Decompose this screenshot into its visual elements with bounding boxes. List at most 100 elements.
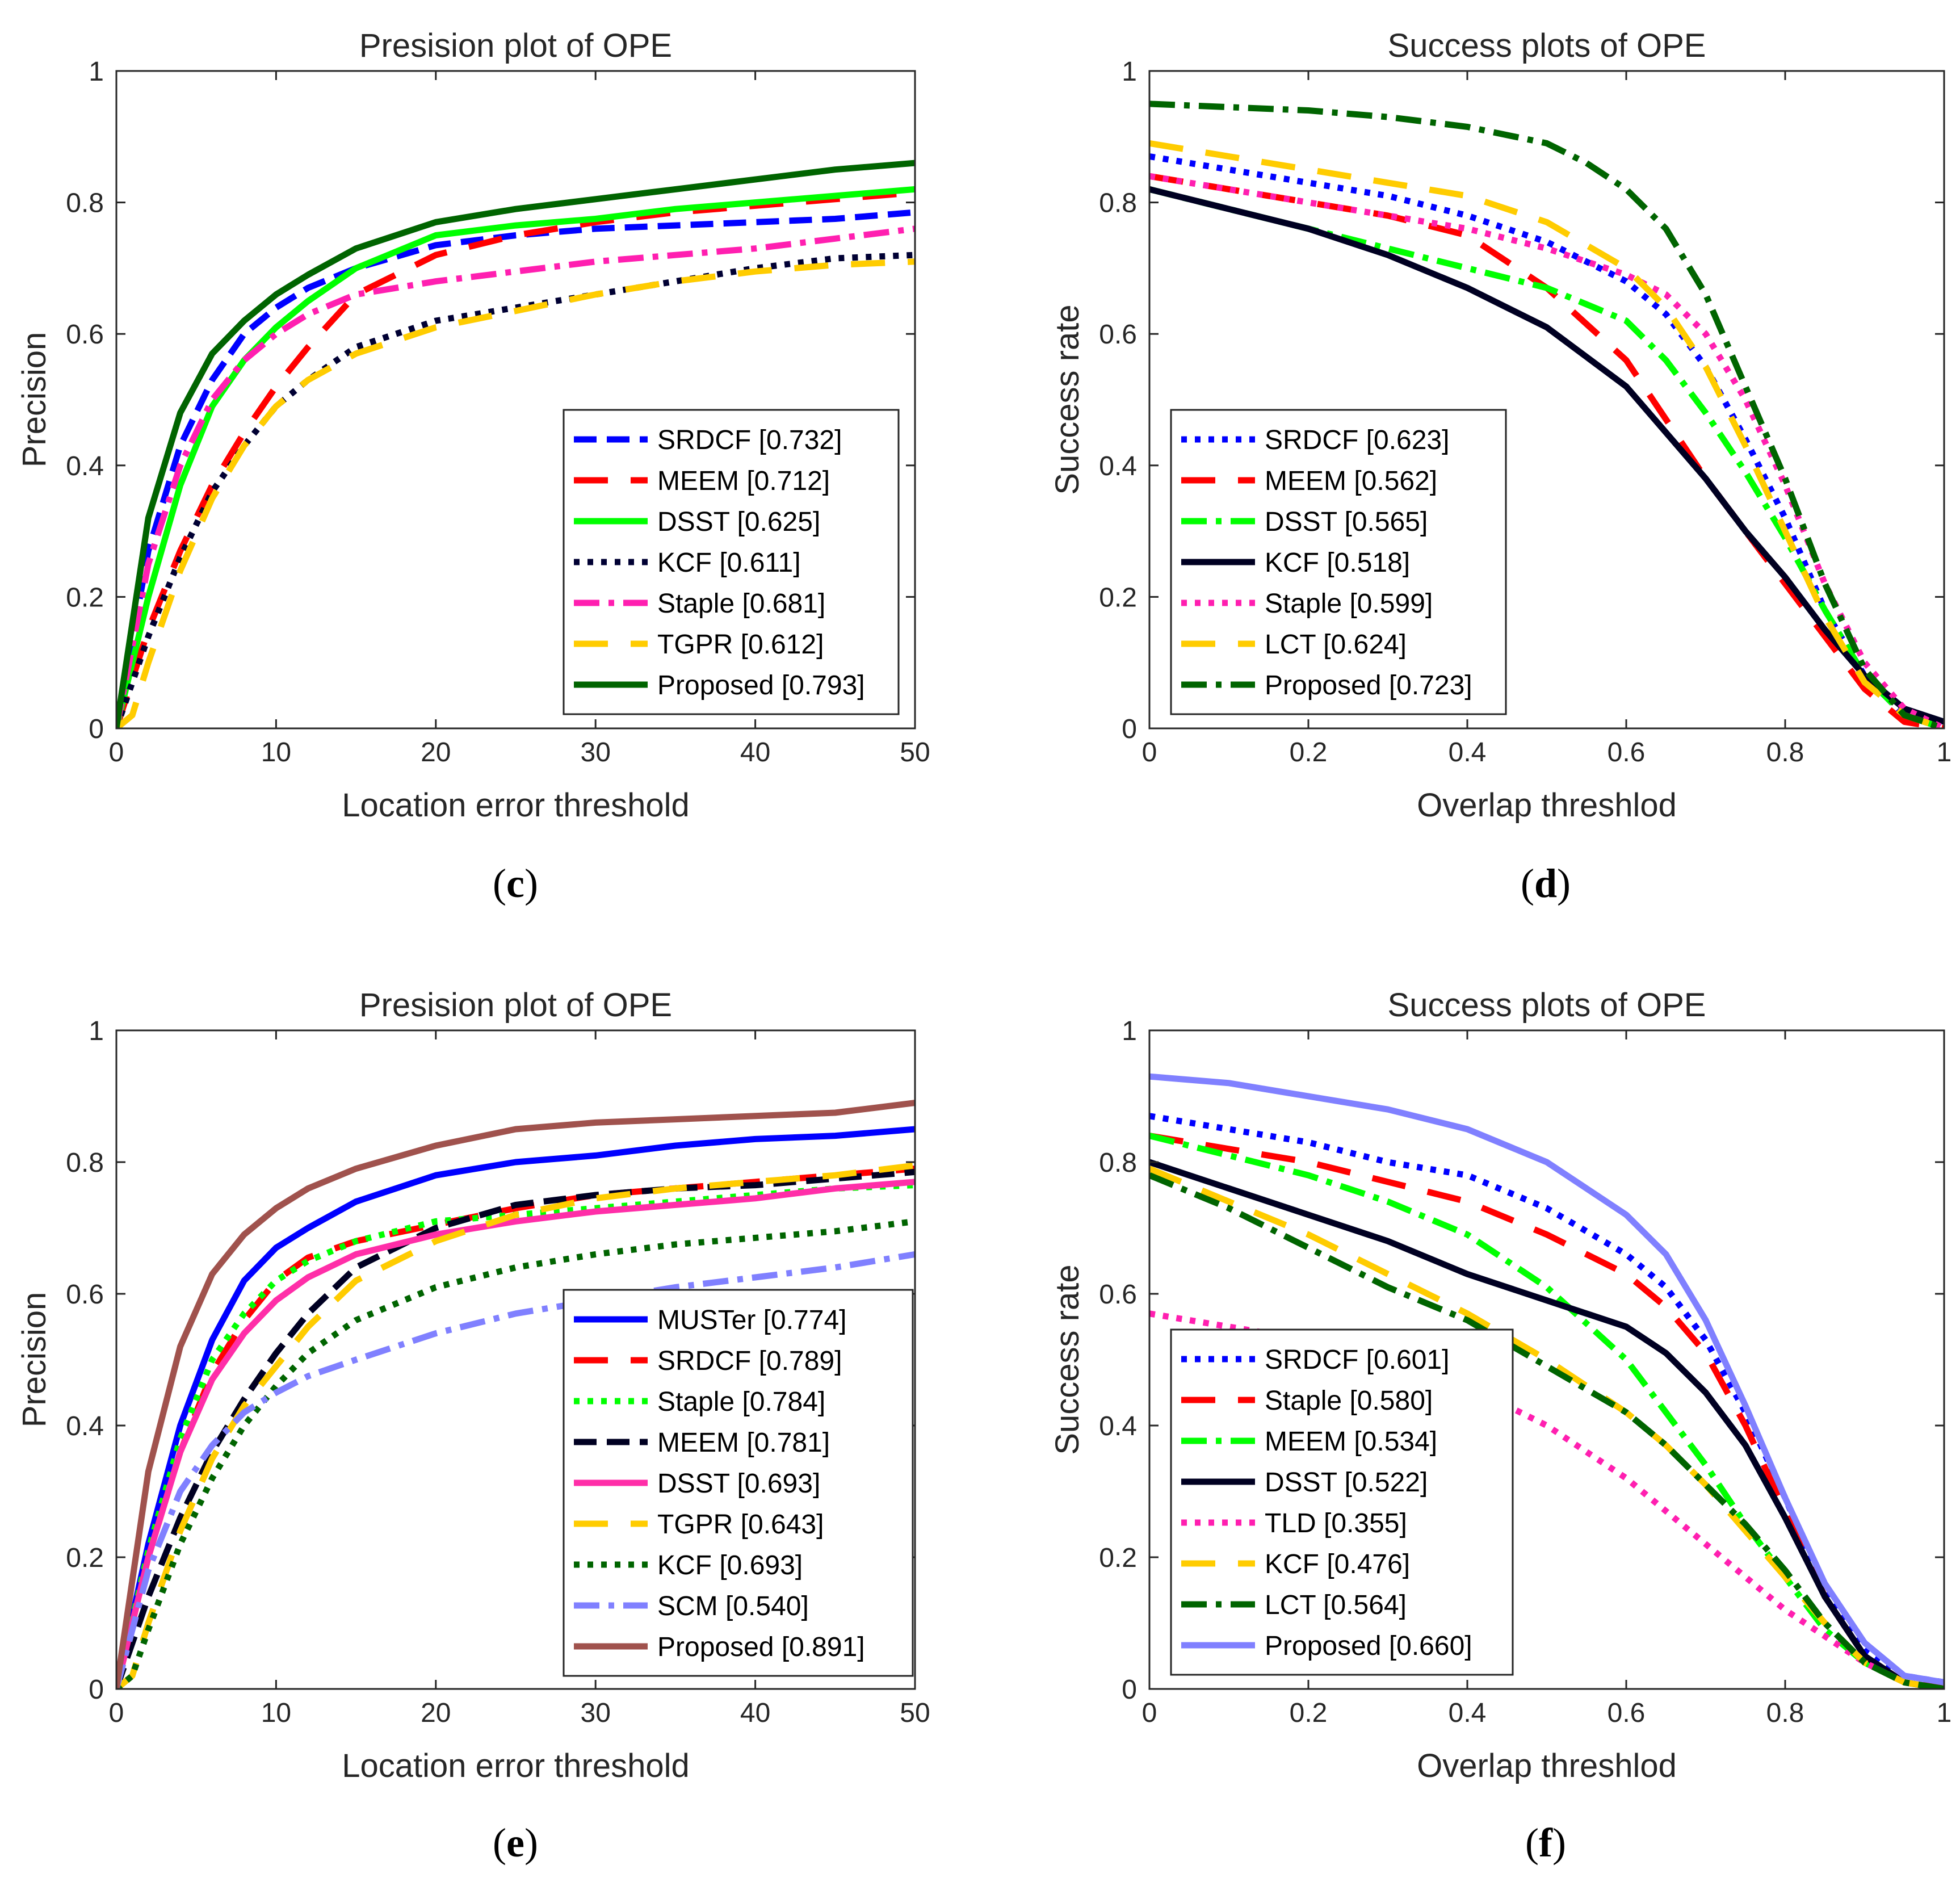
chart-panel-d: 0 0.2 0.4 0.6 0.8 1 0 0.2 0.4 0.6 0.8 1 Success plot… <box>1049 27 1951 906</box>
chart-title: Success plots of OPE <box>1388 27 1706 64</box>
legend-label: DSST [0.693] <box>657 1469 820 1499</box>
panel-caption: (d) <box>1521 861 1571 906</box>
legend-label: KCF [0.693] <box>657 1550 803 1581</box>
x-tick-label: 1 <box>1937 737 1952 768</box>
series-line-srdcf <box>1149 153 1944 728</box>
legend: SRDCF [0.601] Staple [0.580] MEEM [0.534] D… <box>1170 1328 1514 1676</box>
y-tick-label: 0 <box>89 714 104 744</box>
x-tick-label: 10 <box>261 1698 291 1728</box>
y-tick-label: 0 <box>89 1675 104 1705</box>
y-tick-label: 0.8 <box>1099 1148 1137 1178</box>
series-line-muster <box>116 1126 915 1689</box>
x-tick-label: 0 <box>1142 1698 1157 1728</box>
legend-label: Proposed [0.793] <box>657 670 865 701</box>
legend-label: SRDCF [0.623] <box>1265 425 1449 455</box>
y-tick-label: 0 <box>1122 1675 1137 1705</box>
legend-label: Staple [0.599] <box>1265 589 1433 619</box>
legend-label: MUSTer [0.774] <box>657 1305 846 1335</box>
legend-label: KCF [0.518] <box>1265 548 1410 578</box>
x-tick-label: 30 <box>581 737 611 768</box>
x-tick-label: 1 <box>1937 1698 1952 1728</box>
y-tick-label: 0.6 <box>66 320 104 350</box>
x-axis-label: Overlap threshlod <box>1417 787 1677 824</box>
series-line-scm <box>116 1251 915 1689</box>
series-line-dsst <box>1149 186 1944 728</box>
panel-caption: (f) <box>1525 1820 1566 1866</box>
x-tick-label: 20 <box>421 1698 451 1728</box>
legend-box <box>1170 1328 1514 1676</box>
panel-caption: (c) <box>493 861 538 906</box>
legend-label: Staple [0.784] <box>657 1387 825 1417</box>
y-tick-label: 1 <box>89 1016 104 1046</box>
legend-label: Staple [0.580] <box>1265 1386 1433 1416</box>
y-tick-label: 0.6 <box>1099 320 1137 350</box>
y-tick-label: 1 <box>1122 57 1137 87</box>
x-tick-label: 0.6 <box>1608 737 1646 768</box>
legend: MUSTer [0.774] SRDCF [0.789] Staple [0.784… <box>563 1289 914 1677</box>
x-tick-label: 50 <box>900 737 930 768</box>
y-tick-label: 0.8 <box>1099 188 1137 219</box>
series-line-srdcf <box>1149 1113 1944 1686</box>
x-tick-label: 50 <box>900 1698 930 1728</box>
y-tick-label: 0.8 <box>66 188 104 219</box>
series-line-proposed <box>116 1100 915 1689</box>
legend-label: MEEM [0.781] <box>657 1428 830 1458</box>
legend-label: MEEM [0.562] <box>1265 466 1437 496</box>
legend-label: TGPR [0.612] <box>657 630 824 660</box>
series-line-tld <box>1149 1310 1944 1689</box>
y-tick-label: 0.6 <box>1099 1280 1137 1310</box>
legend-label: Staple [0.681] <box>657 589 825 619</box>
series-line-staple <box>1149 173 1944 728</box>
chart-title: Presision plot of OPE <box>359 27 672 64</box>
legend-label: SRDCF [0.732] <box>657 425 842 455</box>
series-line-srdcf <box>116 209 915 728</box>
x-tick-label: 0.2 <box>1290 1698 1328 1728</box>
legend-label: LCT [0.624] <box>1265 630 1407 660</box>
x-tick-label: 40 <box>740 737 770 768</box>
y-tick-label: 0.6 <box>66 1280 104 1310</box>
series-line-staple <box>116 1182 915 1689</box>
x-tick-label: 10 <box>261 737 291 768</box>
legend-label: DSST [0.625] <box>657 507 820 537</box>
legend: SRDCF [0.623] MEEM [0.562] DSST [0.565] KCF… <box>1170 409 1507 715</box>
legend-label: Proposed [0.723] <box>1265 670 1472 701</box>
y-axis-label: Precision <box>16 1292 53 1428</box>
legend-label: SCM [0.540] <box>657 1591 809 1621</box>
panel-caption: (e) <box>493 1820 538 1866</box>
series-line-tgpr <box>116 258 915 728</box>
y-tick-label: 0.4 <box>1099 1411 1137 1441</box>
x-tick-label: 0 <box>109 737 124 768</box>
chart-panel-e: 0 10 20 30 40 50 0 0.2 0.4 0.6 0.8 1 Presision plot … <box>16 987 930 1866</box>
x-tick-label: 0.8 <box>1766 1698 1804 1728</box>
legend-label: KCF [0.611] <box>657 548 801 578</box>
series-group <box>1149 1073 1944 1689</box>
y-tick-label: 0.2 <box>1099 1543 1137 1573</box>
y-tick-label: 1 <box>1122 1016 1137 1046</box>
x-tick-label: 30 <box>581 1698 611 1728</box>
x-tick-label: 0.4 <box>1449 737 1487 768</box>
series-line-proposed <box>116 160 915 728</box>
axes-frame <box>115 70 916 730</box>
x-tick-label: 0.4 <box>1449 1698 1487 1728</box>
series-group <box>1149 100 1944 728</box>
series-line-tgpr <box>116 1162 915 1689</box>
x-tick-label: 0.8 <box>1766 737 1804 768</box>
y-tick-label: 0 <box>1122 714 1137 744</box>
legend-label: SRDCF [0.601] <box>1265 1345 1449 1375</box>
legend-label: TLD [0.355] <box>1265 1508 1407 1539</box>
series-line-proposed <box>1149 100 1944 728</box>
y-tick-label: 0.4 <box>66 451 104 481</box>
chart-title: Success plots of OPE <box>1388 987 1706 1024</box>
y-tick-label: 0.4 <box>1099 451 1137 481</box>
legend-label: TGPR [0.643] <box>657 1510 824 1540</box>
series-line-proposed <box>1149 1073 1944 1686</box>
chart-panel-f: 0 0.2 0.4 0.6 0.8 1 0 0.2 0.4 0.6 0.8 1 Success plot… <box>1049 987 1951 1866</box>
chart-panel-c: 0 10 20 30 40 50 0 0.2 0.4 0.6 0.8 1 Presision plot … <box>16 27 930 906</box>
y-tick-label: 1 <box>89 57 104 87</box>
series-line-staple <box>116 225 915 728</box>
x-tick-label: 40 <box>740 1698 770 1728</box>
series-line-kcf <box>116 251 915 728</box>
x-axis-label: Location error threshold <box>342 1747 690 1784</box>
legend: SRDCF [0.732] MEEM [0.712] DSST [0.625] KCF… <box>563 409 900 715</box>
series-line-kcf <box>116 1218 915 1689</box>
